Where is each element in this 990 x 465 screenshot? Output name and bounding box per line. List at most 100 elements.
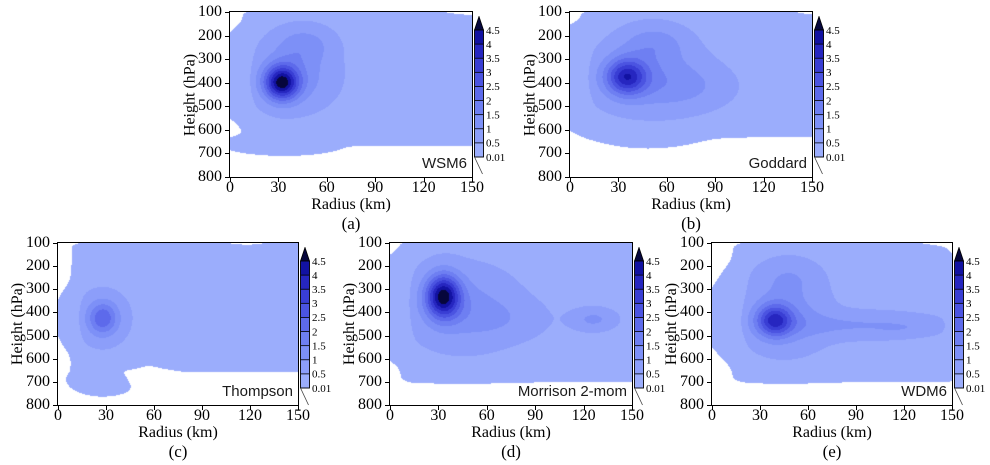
x-tick-mark — [856, 406, 857, 410]
y-tick-label: 200 — [680, 257, 704, 275]
y-tick-label: 800 — [26, 396, 50, 413]
x-axis-title: Radius (km) — [792, 424, 872, 441]
y-tick-label: 600 — [538, 120, 562, 138]
y-tick-label: 200 — [26, 257, 50, 275]
colorbar-label: 0.5 — [646, 369, 660, 381]
colorbar-band — [814, 30, 824, 45]
x-tick-mark — [570, 178, 571, 182]
x-tick-mark — [250, 406, 251, 410]
x-tick-mark — [202, 406, 203, 410]
colorbar-label: 1.5 — [826, 109, 840, 121]
y-tick-mark — [225, 129, 229, 131]
colorbar-label: 0.5 — [312, 369, 326, 381]
x-tick-mark — [278, 178, 280, 182]
colorbar-band — [474, 114, 484, 130]
y-tick-label: 300 — [538, 50, 562, 68]
y-tick-label: 500 — [680, 326, 704, 344]
x-tick-mark — [298, 406, 299, 410]
x-tick-mark — [760, 406, 761, 410]
y-tick-mark — [53, 289, 57, 291]
colorbar-band — [474, 30, 484, 45]
colorbar-label: 2.5 — [486, 81, 500, 93]
colorbar-label: 2 — [646, 326, 652, 338]
x-tick-mark — [618, 178, 620, 182]
colorbar-label: 1 — [966, 355, 972, 367]
colorbar-label: 4 — [966, 270, 972, 282]
colorbar-over-arrow — [814, 16, 825, 31]
y-tick-label: 700 — [538, 144, 562, 162]
y-tick-label: 400 — [358, 303, 382, 321]
x-tick-mark — [808, 406, 809, 410]
y-tick-label: 100 — [26, 234, 50, 251]
y-tick-mark — [707, 381, 711, 383]
colorbar-label: 0.5 — [486, 138, 500, 150]
x-tick-label: 0 — [54, 407, 62, 424]
colorbar-band — [300, 289, 310, 304]
colorbar-label: 1.5 — [966, 340, 980, 352]
colorbar-label: 0.01 — [486, 152, 505, 164]
y-tick-mark — [225, 12, 229, 13]
y-tick-mark — [225, 106, 229, 108]
x-tick-mark — [812, 178, 813, 182]
x-tick-mark — [715, 178, 717, 182]
y-tick-label: 200 — [538, 26, 562, 44]
y-tick-mark — [707, 243, 711, 244]
colorbar-band — [954, 303, 964, 318]
colorbar-band — [634, 261, 644, 276]
colorbar-label: 3 — [826, 67, 832, 79]
x-tick-mark — [712, 406, 713, 410]
y-tick-label: 800 — [198, 168, 222, 185]
y-tick-label: 100 — [680, 234, 704, 251]
colorbar-frame — [954, 260, 964, 389]
colorbar-label: 3.5 — [966, 284, 980, 296]
colorbar-band — [474, 72, 484, 87]
panel-c — [57, 242, 299, 406]
colorbar-label: 1 — [826, 124, 832, 136]
x-axis-title: Radius (km) — [471, 424, 551, 441]
x-tick-mark — [390, 406, 391, 410]
colorbar-label: 0.5 — [966, 369, 980, 381]
x-tick-label: 30 — [610, 179, 627, 196]
colorbar-frame — [634, 260, 644, 389]
contour-canvas — [390, 243, 632, 405]
panel-letter: (e) — [822, 442, 842, 461]
y-tick-label: 100 — [198, 3, 222, 20]
x-tick-mark — [472, 178, 473, 182]
colorbar-band — [634, 359, 644, 375]
colorbar-over-arrow — [300, 247, 311, 262]
colorbar-label: 1 — [312, 355, 318, 367]
colorbar-under-leader — [954, 387, 963, 406]
colorbar-label: 0.01 — [312, 383, 331, 395]
y-tick-mark — [565, 177, 569, 178]
model-label: WSM6 — [422, 155, 467, 172]
colorbar-band — [954, 345, 964, 361]
colorbar-band — [634, 275, 644, 290]
contour-canvas — [58, 243, 298, 405]
x-tick-label: 60 — [146, 407, 162, 424]
y-tick-mark — [565, 35, 569, 37]
panel-letter: (a) — [341, 214, 361, 233]
colorbar-label: 4 — [646, 270, 652, 282]
x-tick-label: 150 — [286, 407, 310, 424]
contour-canvas — [712, 243, 952, 405]
colorbar-band — [474, 142, 484, 158]
y-tick-mark — [385, 381, 389, 383]
x-tick-label: 30 — [98, 407, 114, 424]
y-tick-mark — [225, 153, 229, 155]
colorbar-label: 1.5 — [312, 340, 326, 352]
y-tick-mark — [225, 35, 229, 37]
y-tick-mark — [707, 266, 711, 268]
colorbar-band — [300, 331, 310, 347]
x-tick-mark — [154, 406, 155, 410]
contour-canvas — [570, 12, 812, 177]
colorbar: 4.5 4 3.5 3 2.5 2 1.5 1 0.5 0.01 — [954, 247, 985, 406]
model-label: Thompson — [222, 383, 293, 400]
y-tick-label: 300 — [198, 50, 222, 68]
x-tick-label: 150 — [460, 179, 484, 196]
colorbar-label: 1 — [646, 355, 652, 367]
y-axis-title: Height (hPa) — [341, 282, 358, 366]
colorbar-band — [300, 317, 310, 333]
x-tick-mark — [230, 178, 231, 182]
x-tick-mark — [423, 178, 425, 182]
